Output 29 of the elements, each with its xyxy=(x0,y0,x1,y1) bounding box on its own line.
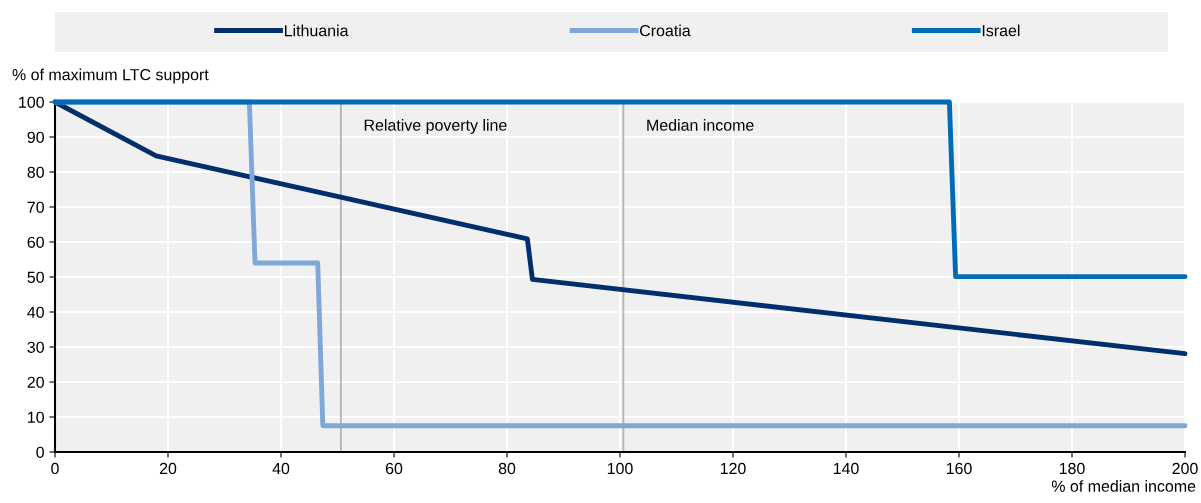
x-tick-label: 160 xyxy=(946,462,972,475)
y-tick-label: 60 xyxy=(27,236,44,248)
legend-label: Lithuania xyxy=(284,24,349,37)
y-axis-title: % of maximum LTC support xyxy=(12,68,209,84)
y-tick-label: 70 xyxy=(27,201,44,213)
y-tick-label: 20 xyxy=(27,376,44,388)
x-axis-title: % of median income xyxy=(1051,480,1196,492)
ref-line-label: Relative poverty line xyxy=(364,119,507,134)
x-tick-label: 80 xyxy=(498,462,516,475)
x-tick-label: 40 xyxy=(272,462,290,475)
x-tick-label: 120 xyxy=(720,462,746,475)
y-tick-label: 80 xyxy=(27,166,44,178)
y-tick-label: 50 xyxy=(27,271,44,283)
y-tick-label: 90 xyxy=(27,131,44,143)
x-tick-label: 60 xyxy=(385,462,403,475)
x-tick-label: 200 xyxy=(1172,462,1198,475)
x-tick-label: 100 xyxy=(607,462,633,475)
y-tick-label: 0 xyxy=(36,446,44,458)
y-tick-label: 40 xyxy=(27,306,44,318)
ref-line-label: Median income xyxy=(647,119,754,131)
y-tick-label: 10 xyxy=(28,411,44,423)
legend-label: Croatia xyxy=(640,24,691,37)
y-tick-label: 30 xyxy=(27,341,44,353)
x-tick-label: 0 xyxy=(51,462,59,475)
y-tick-label: 100 xyxy=(19,96,44,108)
x-tick-label: 140 xyxy=(833,462,859,475)
legend-label: Israel xyxy=(982,24,1020,37)
x-tick-label: 20 xyxy=(159,462,177,475)
x-tick-label: 180 xyxy=(1059,462,1085,475)
